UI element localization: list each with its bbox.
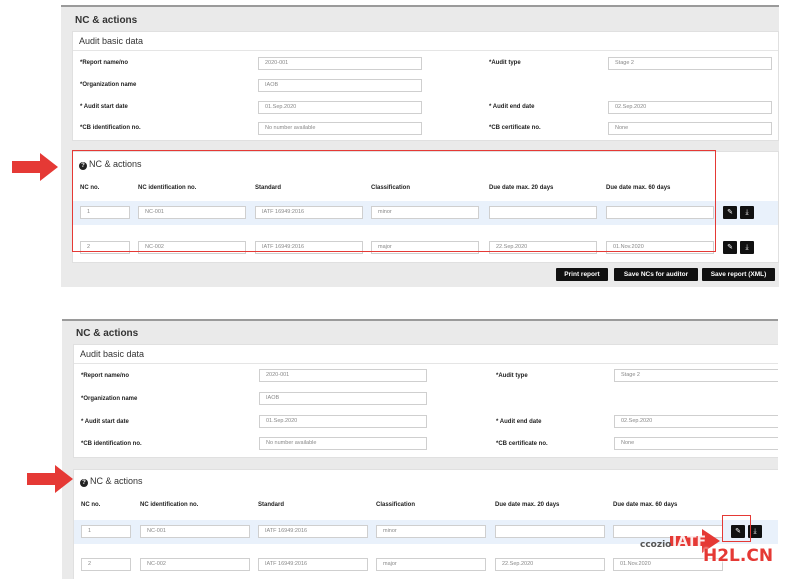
cb-cert-label: *CB certificate no.	[489, 125, 541, 131]
pencil-icon[interactable]: ✎	[723, 206, 737, 219]
audit-start-label: * Audit start date	[80, 104, 128, 110]
org-name-label: *Organization name	[80, 82, 137, 88]
cb-cert-label: *CB certificate no.	[496, 441, 548, 447]
audit-basic-data-card: Audit basic data *Report name/no 2020-00…	[72, 31, 779, 141]
col-due-60: Due date max. 60 days	[606, 185, 671, 191]
col-due-20: Due date max. 20 days	[495, 502, 560, 508]
audit-end-label: * Audit end date	[489, 104, 535, 110]
nc-id-cell[interactable]: NC-002	[140, 558, 250, 571]
standard-cell[interactable]: IATF 16949:2016	[258, 525, 368, 538]
question-circle-icon: ?	[79, 162, 87, 170]
table-row: 1 NC-001 IATF 16949:2016 minor ✎ ⤓	[73, 201, 778, 225]
classification-cell[interactable]: major	[376, 558, 486, 571]
cb-id-field[interactable]: No number available	[259, 437, 427, 450]
save-ncs-button[interactable]: Save NCs for auditor	[614, 268, 698, 281]
nc-id-cell[interactable]: NC-001	[138, 206, 246, 219]
watermark-text: ccozio	[640, 540, 672, 550]
due20-cell[interactable]	[489, 206, 597, 219]
nc-actions-title: ? NC & actions	[80, 476, 143, 487]
col-due-60: Due date max. 60 days	[613, 502, 678, 508]
nc-actions-title: ? NC & actions	[79, 159, 142, 170]
due20-cell[interactable]: 22.Sep.2020	[489, 241, 597, 254]
standard-cell[interactable]: IATF 16949:2016	[255, 206, 363, 219]
col-classification: Classification	[371, 185, 411, 191]
audit-start-field[interactable]: 01.Sep.2020	[258, 101, 422, 114]
question-circle-icon: ?	[80, 479, 88, 487]
classification-cell[interactable]: minor	[376, 525, 486, 538]
col-nc-no: NC no.	[81, 502, 101, 508]
org-name-label: *Organization name	[81, 396, 138, 402]
save-report-xml-button[interactable]: Save report (XML)	[702, 268, 775, 281]
col-nc-id: NC identification no.	[140, 502, 199, 508]
nc-no-cell[interactable]: 2	[80, 241, 130, 254]
due60-cell[interactable]	[606, 206, 714, 219]
red-arrow-icon	[670, 529, 720, 553]
nc-id-cell[interactable]: NC-002	[138, 241, 246, 254]
nc-no-cell[interactable]: 2	[81, 558, 131, 571]
due60-cell[interactable]: 01.Nov.2020	[613, 558, 723, 571]
audit-type-label: *Audit type	[489, 60, 521, 66]
top-screenshot-panel: NC & actions Audit basic data *Report na…	[61, 5, 779, 287]
audit-basic-data-card: Audit basic data *Report name/no 2020-00…	[73, 344, 778, 458]
cb-id-field[interactable]: No number available	[258, 122, 422, 135]
table-row: 1 NC-001 IATF 16949:2016 minor ✎ ⤓	[74, 520, 778, 544]
watermark-text: IATF	[672, 534, 707, 550]
audit-type-label: *Audit type	[496, 373, 528, 379]
pencil-icon[interactable]: ✎	[731, 525, 745, 538]
pencil-icon[interactable]: ✎	[723, 241, 737, 254]
audit-start-label: * Audit start date	[81, 419, 129, 425]
report-name-field[interactable]: 2020-001	[258, 57, 422, 70]
red-arrow-icon	[12, 153, 58, 181]
download-icon[interactable]: ⤓	[748, 525, 762, 538]
report-name-field[interactable]: 2020-001	[259, 369, 427, 382]
col-due-20: Due date max. 20 days	[489, 185, 554, 191]
col-nc-id: NC identification no.	[138, 185, 197, 191]
audit-basic-data-title: Audit basic data	[79, 36, 144, 46]
nc-no-cell[interactable]: 1	[81, 525, 131, 538]
download-icon[interactable]: ⤓	[740, 241, 754, 254]
audit-type-field[interactable]: Stage 2	[614, 369, 778, 382]
bottom-screenshot-panel: NC & actions Audit basic data *Report na…	[62, 319, 778, 579]
page-title: NC & actions	[76, 328, 139, 339]
org-name-field[interactable]: IAOB	[258, 79, 422, 92]
nc-no-cell[interactable]: 1	[80, 206, 130, 219]
col-classification: Classification	[376, 502, 416, 508]
due60-cell[interactable]: 01.Nov.2020	[606, 241, 714, 254]
report-name-label: *Report name/no	[80, 60, 129, 66]
col-nc-no: NC no.	[80, 185, 100, 191]
cb-id-label: *CB identification no.	[81, 441, 142, 447]
audit-start-field[interactable]: 01.Sep.2020	[259, 415, 427, 428]
red-arrow-icon	[27, 465, 73, 493]
cb-cert-field[interactable]: None	[608, 122, 772, 135]
watermark-logo: H2L.CN	[703, 546, 774, 566]
nc-id-cell[interactable]: NC-001	[140, 525, 250, 538]
org-name-field[interactable]: IAOB	[259, 392, 427, 405]
report-name-label: *Report name/no	[81, 373, 130, 379]
audit-end-field[interactable]: 02.Sep.2020	[614, 415, 778, 428]
classification-cell[interactable]: major	[371, 241, 479, 254]
download-icon[interactable]: ⤓	[740, 206, 754, 219]
nc-actions-card: ? NC & actions NC no. NC identification n…	[72, 151, 779, 263]
audit-end-field[interactable]: 02.Sep.2020	[608, 101, 772, 114]
nc-actions-card: ? NC & actions NC no. NC identification n…	[73, 469, 778, 579]
cb-id-label: *CB identification no.	[80, 125, 141, 131]
highlight-box	[72, 150, 716, 252]
col-standard: Standard	[255, 185, 282, 191]
standard-cell[interactable]: IATF 16949:2016	[258, 558, 368, 571]
cb-cert-field[interactable]: None	[614, 437, 778, 450]
classification-cell[interactable]: minor	[371, 206, 479, 219]
col-standard: Standard	[258, 502, 285, 508]
due20-cell[interactable]: 22.Sep.2020	[495, 558, 605, 571]
page-title: NC & actions	[75, 15, 138, 26]
print-report-button[interactable]: Print report	[556, 268, 608, 281]
pencil-highlight-box	[722, 515, 751, 542]
standard-cell[interactable]: IATF 16949:2016	[255, 241, 363, 254]
audit-basic-data-title: Audit basic data	[80, 349, 145, 359]
audit-end-label: * Audit end date	[496, 419, 542, 425]
due20-cell[interactable]	[495, 525, 605, 538]
audit-type-field[interactable]: Stage 2	[608, 57, 772, 70]
